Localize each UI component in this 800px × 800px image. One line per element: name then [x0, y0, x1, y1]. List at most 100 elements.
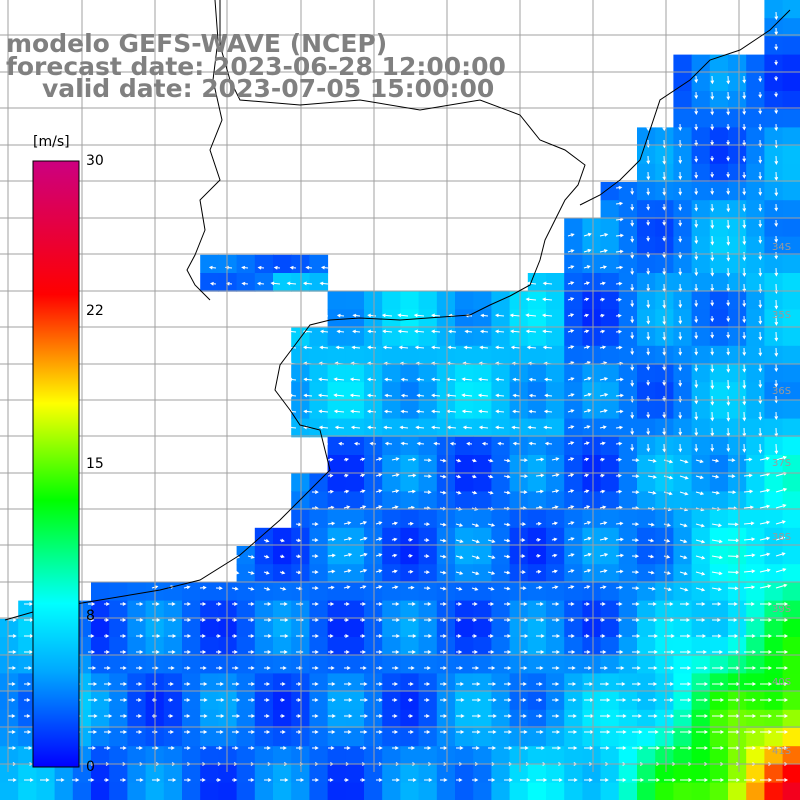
wind-arrow	[424, 618, 432, 622]
wind-speed-cell	[91, 782, 110, 800]
wind-arrow	[416, 393, 425, 398]
wind-arrow	[407, 569, 414, 574]
wind-speed-cell	[655, 691, 674, 711]
wind-speed-cell	[109, 655, 128, 674]
wind-arrow	[408, 698, 414, 702]
wind-arrow	[536, 650, 545, 654]
wind-arrow	[664, 778, 677, 782]
wind-arrow	[535, 585, 543, 590]
wind-speed-cell	[673, 455, 693, 474]
wind-speed-cell	[163, 655, 183, 674]
wind-arrow	[168, 778, 177, 782]
wind-arrow	[312, 730, 319, 734]
wind-speed-cell	[418, 709, 438, 729]
wind-arrow	[743, 553, 756, 558]
wind-speed-cell	[509, 655, 529, 674]
wind-arrow	[535, 521, 542, 526]
wind-arrow	[694, 203, 699, 212]
wind-arrow	[615, 553, 625, 558]
wind-speed-cell	[746, 746, 765, 765]
wind-speed-cell	[782, 728, 800, 747]
wind-arrow	[726, 187, 731, 195]
wind-arrow	[263, 570, 270, 575]
wind-arrow	[104, 650, 110, 654]
wind-speed-cell	[491, 491, 511, 511]
wind-arrow	[488, 730, 497, 734]
wind-arrow	[615, 441, 623, 446]
wind-arrow	[327, 457, 334, 462]
wind-arrow	[383, 425, 393, 430]
wind-speed-cell	[600, 345, 620, 365]
wind-speed-cell	[527, 546, 547, 565]
wind-arrow	[216, 698, 225, 702]
wind-speed-cell	[400, 655, 420, 674]
wind-arrow	[168, 602, 176, 606]
wind-arrow	[247, 587, 255, 591]
wind-arrow	[727, 474, 736, 479]
wind-arrow	[264, 746, 271, 750]
wind-speed-cell	[782, 673, 800, 693]
wind-speed-cell	[746, 691, 765, 711]
wind-speed-cell	[455, 491, 474, 511]
wind-speed-cell	[200, 728, 219, 747]
wind-speed-cell	[400, 327, 420, 347]
wind-speed-cell	[127, 746, 147, 765]
lat-lon-grid	[0, 0, 800, 772]
wind-arrow	[349, 377, 361, 382]
wind-speed-cell	[691, 382, 711, 401]
wind-speed-cell	[436, 655, 456, 674]
wind-speed-cell	[254, 527, 274, 547]
wind-arrow	[742, 75, 747, 84]
wind-speed-cell	[200, 600, 219, 620]
wind-speed-cell	[345, 564, 365, 583]
wind-speed-cell	[709, 218, 729, 238]
wind-arrow	[440, 618, 447, 622]
wind-arrow	[599, 457, 606, 462]
wind-arrow	[774, 155, 779, 165]
wind-arrow	[280, 730, 286, 734]
wind-arrow	[728, 602, 738, 606]
wind-speed-cell	[473, 709, 492, 729]
wind-speed-cell	[637, 691, 656, 711]
wind-arrow	[24, 778, 34, 782]
wind-arrow	[678, 267, 683, 276]
wind-speed-cell	[764, 345, 784, 365]
wind-arrow	[200, 778, 206, 782]
wind-speed-cell	[436, 546, 456, 565]
wind-speed-cell	[546, 527, 565, 547]
wind-speed-cell	[782, 637, 800, 656]
wind-speed-cell	[637, 491, 656, 511]
wind-arrow	[367, 313, 377, 318]
wind-speed-cell	[327, 382, 347, 401]
wind-arrow	[184, 634, 192, 638]
wind-speed-cell	[327, 746, 347, 765]
wind-speed-cell	[637, 782, 656, 800]
wind-arrow	[776, 778, 789, 782]
wind-arrow	[503, 522, 511, 527]
wind-arrow	[168, 666, 175, 670]
wind-arrow	[544, 441, 553, 446]
wind-speed-cell	[254, 582, 274, 602]
wind-speed-cell	[728, 728, 747, 747]
wind-arrow	[710, 75, 715, 85]
wind-arrow	[536, 682, 543, 686]
wind-arrow	[392, 714, 398, 718]
wind-speed-cell	[473, 436, 492, 456]
wind-arrow	[317, 393, 329, 398]
wind-arrow	[312, 634, 319, 638]
wind-arrow	[662, 187, 667, 196]
wind-speed-cell	[327, 291, 347, 310]
wind-speed-cell	[673, 400, 693, 420]
wind-speed-cell	[582, 309, 602, 329]
wind-speed-cell	[473, 728, 492, 747]
wind-speed-cell	[709, 91, 729, 110]
wind-arrow	[328, 666, 335, 670]
wind-arrow	[439, 474, 447, 479]
wind-speed-cell	[509, 327, 529, 347]
wind-speed-cell	[728, 709, 747, 729]
wind-speed-cell	[327, 709, 347, 729]
wind-arrow	[567, 473, 575, 477]
wind-arrow	[8, 730, 16, 734]
wind-arrow	[391, 489, 400, 493]
